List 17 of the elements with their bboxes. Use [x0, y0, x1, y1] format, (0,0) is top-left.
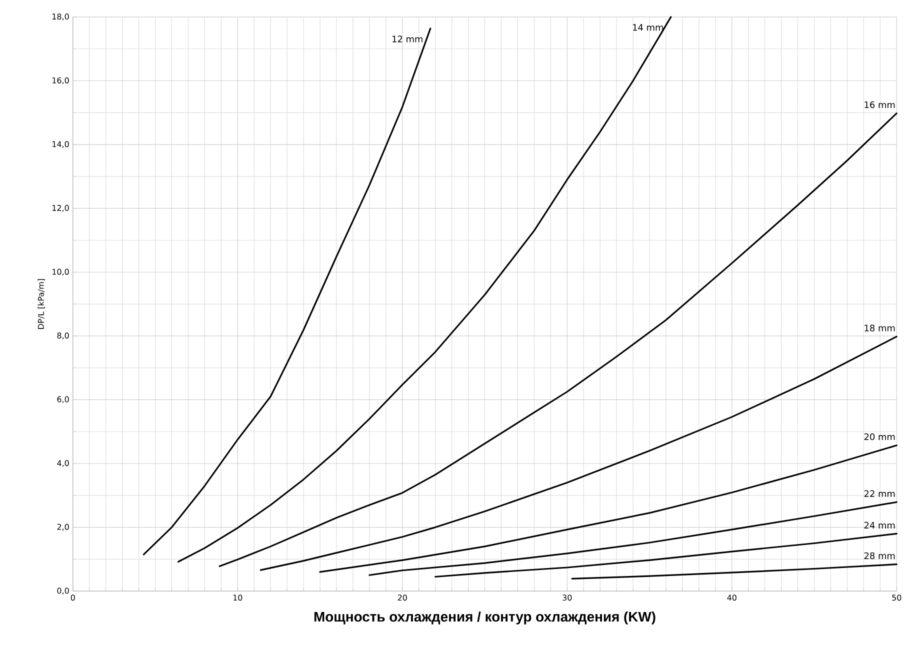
- line-series: [178, 16, 672, 563]
- series-label: 18 mm: [864, 324, 895, 332]
- line-series: [319, 444, 898, 573]
- series-label: 20 mm: [864, 433, 895, 440]
- x-axis-title: Мощность охлаждения / контур охлаждения (KW): [314, 611, 656, 624]
- series-label: 22 mm: [864, 490, 895, 497]
- line-series: [260, 336, 898, 571]
- line-series: [368, 501, 898, 576]
- series-label: 28 mm: [864, 552, 895, 560]
- line-series: [218, 112, 898, 568]
- line-series: [142, 28, 432, 556]
- series-label: 12 mm: [392, 36, 422, 42]
- line-series: [571, 564, 898, 580]
- series-label: 16 mm: [864, 101, 895, 108]
- series-label: 14 mm: [633, 24, 663, 31]
- series-label: 24 mm: [864, 522, 895, 528]
- line-series: [434, 532, 898, 578]
